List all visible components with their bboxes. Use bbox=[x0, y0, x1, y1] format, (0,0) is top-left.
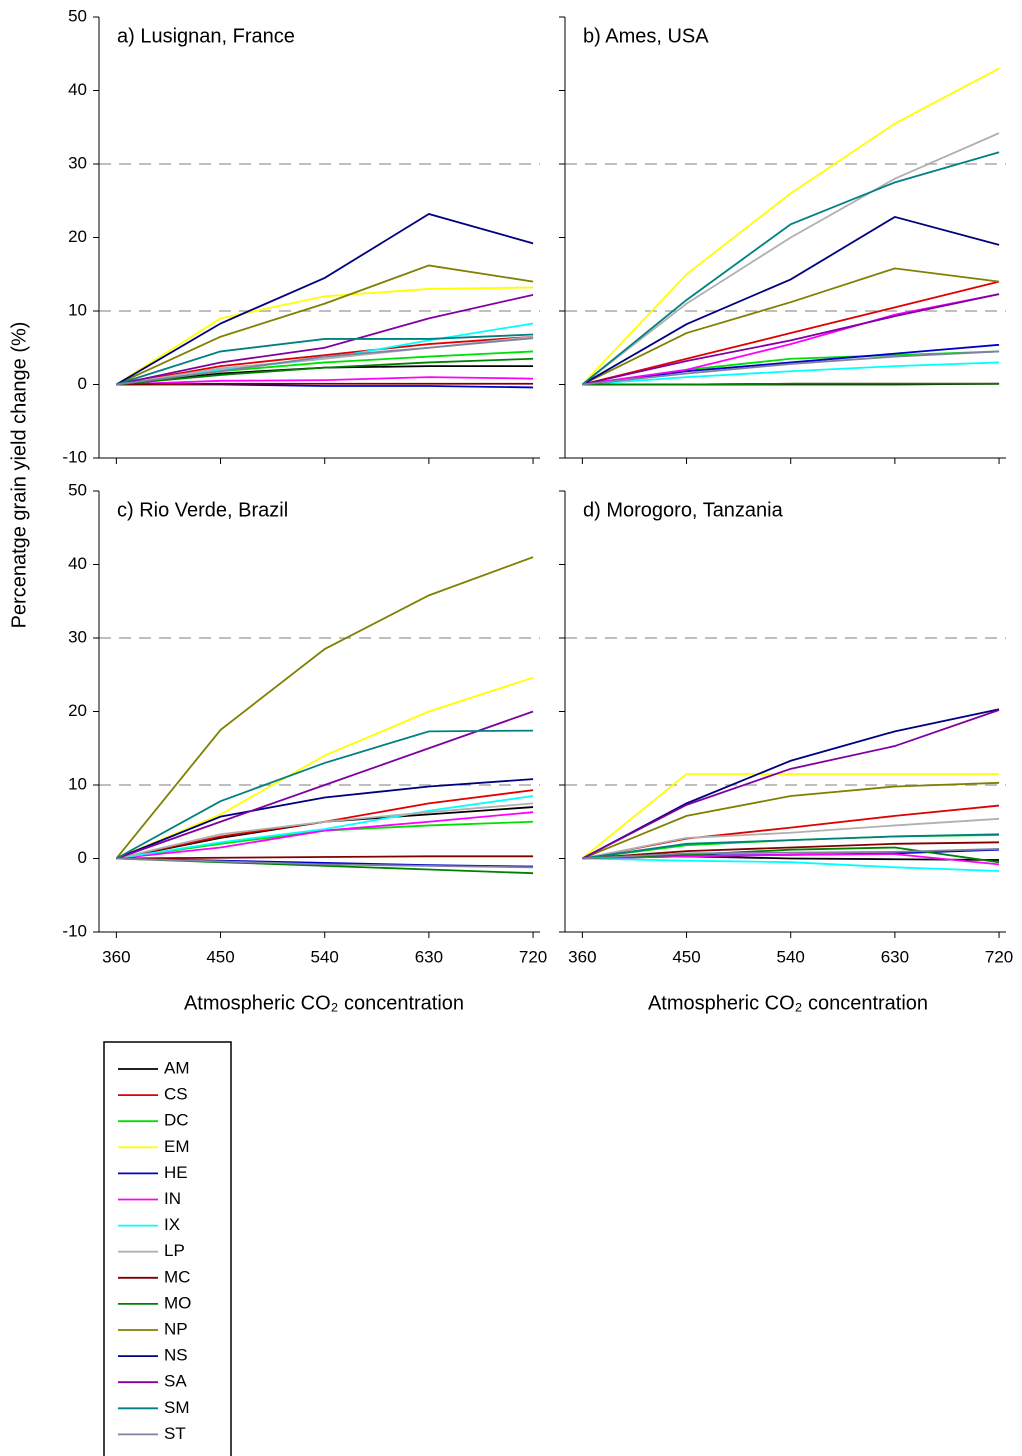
x-tick-label: 540 bbox=[311, 947, 339, 966]
series-line bbox=[116, 676, 534, 860]
x-tick-label: 450 bbox=[672, 947, 700, 966]
x-axis-label: Atmospheric CO₂ concentration bbox=[184, 992, 464, 1014]
series-line bbox=[116, 357, 534, 386]
y-tick-label: 20 bbox=[68, 701, 87, 720]
series-line bbox=[115, 729, 534, 860]
y-tick-label: 10 bbox=[68, 300, 87, 319]
legend-label: MC bbox=[164, 1267, 190, 1286]
y-tick-label: 20 bbox=[68, 227, 87, 246]
series-line bbox=[115, 213, 534, 386]
series-line bbox=[582, 293, 1000, 386]
x-tick-label: 360 bbox=[568, 947, 596, 966]
series-line bbox=[116, 337, 534, 386]
series-line bbox=[116, 778, 534, 860]
x-tick-label: 450 bbox=[206, 947, 234, 966]
x-tick-label: 720 bbox=[519, 947, 547, 966]
y-tick-label: 50 bbox=[68, 480, 87, 499]
panel-title: a) Lusignan, France bbox=[117, 25, 295, 47]
panel-title: b) Ames, USA bbox=[583, 25, 709, 47]
series-line bbox=[116, 333, 534, 386]
legend-label: LP bbox=[164, 1241, 185, 1260]
x-tick-label: 360 bbox=[102, 947, 130, 966]
legend-label: HE bbox=[164, 1163, 188, 1182]
series-line bbox=[582, 293, 1000, 386]
x-tick-label: 720 bbox=[985, 947, 1013, 966]
y-tick-label: 30 bbox=[68, 627, 87, 646]
series-line bbox=[582, 361, 1000, 386]
series-line bbox=[116, 855, 534, 860]
series-line bbox=[116, 710, 534, 860]
series-line bbox=[115, 264, 534, 386]
legend-label: IX bbox=[164, 1215, 180, 1234]
legend-label: SM bbox=[164, 1398, 190, 1417]
series-line bbox=[581, 132, 1000, 386]
series-line bbox=[582, 343, 1000, 386]
series-line bbox=[116, 802, 534, 860]
legend-label: NP bbox=[164, 1319, 188, 1338]
series-line bbox=[582, 853, 1000, 866]
series-line bbox=[116, 293, 534, 386]
panel-title: d) Morogoro, Tanzania bbox=[583, 499, 784, 521]
y-tick-label: 0 bbox=[78, 374, 87, 393]
legend-label: SA bbox=[164, 1372, 187, 1391]
x-axis-label: Atmospheric CO₂ concentration bbox=[648, 992, 928, 1014]
y-tick-label: 30 bbox=[68, 153, 87, 172]
y-axis-label: Percenatge grain yield change (%) bbox=[8, 322, 30, 629]
series-line bbox=[582, 781, 1000, 860]
legend-label: IN bbox=[164, 1189, 181, 1208]
legend-label: ST bbox=[164, 1424, 186, 1443]
series-line bbox=[116, 376, 534, 386]
panel-title: c) Rio Verde, Brazil bbox=[117, 499, 288, 521]
x-tick-label: 540 bbox=[777, 947, 805, 966]
y-tick-label: 10 bbox=[68, 774, 87, 793]
series-line bbox=[581, 151, 1000, 386]
y-tick-label: -10 bbox=[62, 921, 87, 940]
series-line bbox=[116, 795, 534, 860]
y-tick-label: 40 bbox=[68, 80, 87, 99]
legend-box bbox=[103, 1041, 232, 1456]
series-line bbox=[582, 350, 1000, 386]
series-line bbox=[581, 67, 1000, 386]
series-line bbox=[116, 335, 534, 386]
series-line bbox=[582, 817, 1000, 860]
y-tick-label: -10 bbox=[62, 447, 87, 466]
legend-label: DC bbox=[164, 1111, 189, 1130]
series-line bbox=[581, 773, 1000, 860]
series-line bbox=[581, 709, 1000, 860]
series-line bbox=[582, 382, 1000, 386]
series-line bbox=[116, 820, 534, 860]
series-line bbox=[115, 556, 534, 860]
series-line bbox=[581, 215, 1000, 386]
legend-label: MO bbox=[164, 1293, 191, 1312]
series-line bbox=[582, 280, 1000, 386]
legend-label: AM bbox=[164, 1058, 190, 1077]
x-tick-label: 630 bbox=[881, 947, 909, 966]
legend-label: NS bbox=[164, 1346, 188, 1365]
series-line bbox=[116, 811, 534, 860]
series-line bbox=[115, 286, 534, 386]
legend-label: EM bbox=[164, 1137, 190, 1156]
series-line bbox=[582, 848, 1000, 860]
series-line bbox=[582, 846, 1000, 864]
series-line bbox=[116, 382, 534, 386]
y-tick-label: 40 bbox=[68, 554, 87, 573]
x-tick-label: 630 bbox=[415, 947, 443, 966]
y-tick-label: 0 bbox=[78, 848, 87, 867]
y-tick-label: 50 bbox=[68, 6, 87, 25]
series-line bbox=[581, 267, 1000, 386]
series-line bbox=[582, 857, 1000, 872]
series-line bbox=[116, 857, 534, 869]
series-line bbox=[582, 841, 1000, 860]
legend-label: CS bbox=[164, 1085, 188, 1104]
series-line bbox=[582, 833, 1000, 860]
